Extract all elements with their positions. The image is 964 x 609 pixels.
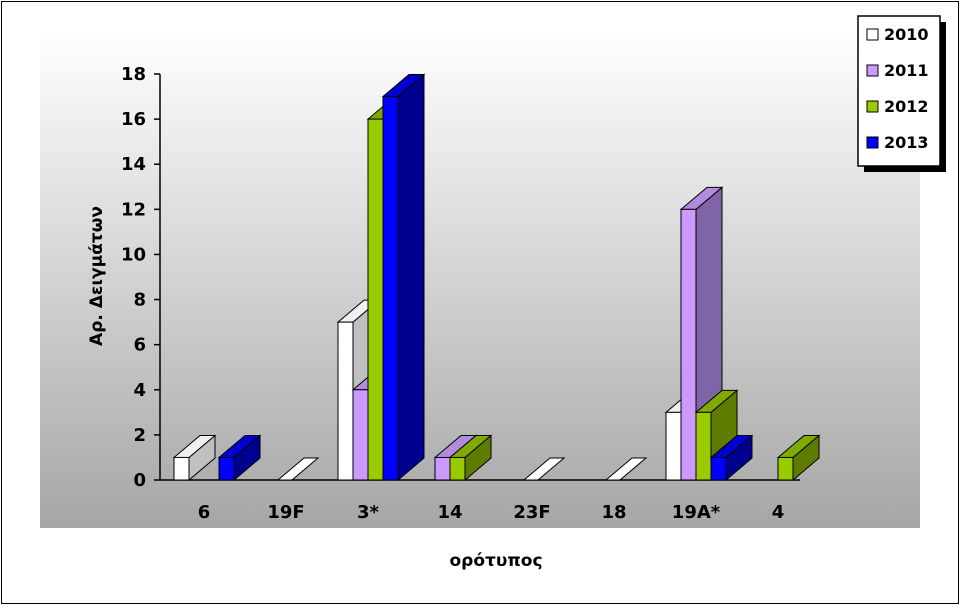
zero-bar	[604, 457, 648, 481]
legend-label: 2012	[884, 97, 929, 116]
bar	[381, 73, 426, 482]
bar	[217, 434, 262, 482]
bar-front	[695, 411, 712, 481]
bar-front	[173, 456, 190, 481]
bar	[448, 434, 493, 482]
bar	[776, 434, 821, 482]
x-tick-label: 3*	[357, 502, 380, 523]
legend-label: 2011	[884, 61, 929, 80]
legend-swatch	[866, 28, 879, 41]
bar-front	[352, 389, 369, 481]
zero-bar	[276, 457, 320, 481]
bar-front	[777, 456, 794, 481]
y-tick-label: 14	[121, 154, 146, 175]
y-axis-title: Αρ. Δειγμάτων	[87, 206, 107, 346]
y-tick-label: 18	[121, 64, 146, 85]
x-tick-label: 14	[437, 502, 462, 523]
bar-front	[665, 411, 682, 481]
legend-swatch	[866, 136, 879, 149]
x-tick-label: 19F	[267, 502, 304, 523]
y-tick-label: 8	[133, 290, 146, 311]
y-tick-label: 6	[133, 335, 146, 356]
legend-swatch	[866, 64, 879, 77]
bar-front	[449, 456, 466, 481]
x-tick-label: 4	[772, 502, 785, 523]
bar-front	[367, 118, 384, 481]
bar-side	[397, 73, 425, 482]
x-axis-title: ορότυπος	[449, 551, 542, 571]
legend-label: 2013	[884, 133, 929, 152]
y-tick-label: 10	[121, 244, 146, 265]
x-tick-label: 19A*	[672, 502, 721, 523]
bar-front	[680, 208, 697, 481]
legend: 2010 2011 2012 2013	[857, 15, 946, 172]
bar	[709, 434, 754, 482]
bar-front	[382, 96, 399, 481]
bar	[172, 434, 217, 482]
y-tick-label: 12	[121, 199, 146, 220]
y-tick-label: 0	[133, 470, 146, 491]
x-tick-label: 6	[198, 502, 211, 523]
y-tick-label: 2	[133, 425, 146, 446]
bar-front	[434, 456, 451, 481]
bar-front	[218, 456, 235, 481]
legend-swatch	[866, 100, 879, 113]
bar-front	[337, 321, 354, 481]
y-tick-label: 4	[133, 380, 146, 401]
legend-label: 2010	[884, 25, 929, 44]
zero-bar	[522, 457, 566, 481]
x-tick-label: 23F	[513, 502, 550, 523]
x-tick-label: 18	[601, 502, 626, 523]
y-tick-label: 16	[121, 109, 146, 130]
bar-front	[710, 456, 727, 481]
